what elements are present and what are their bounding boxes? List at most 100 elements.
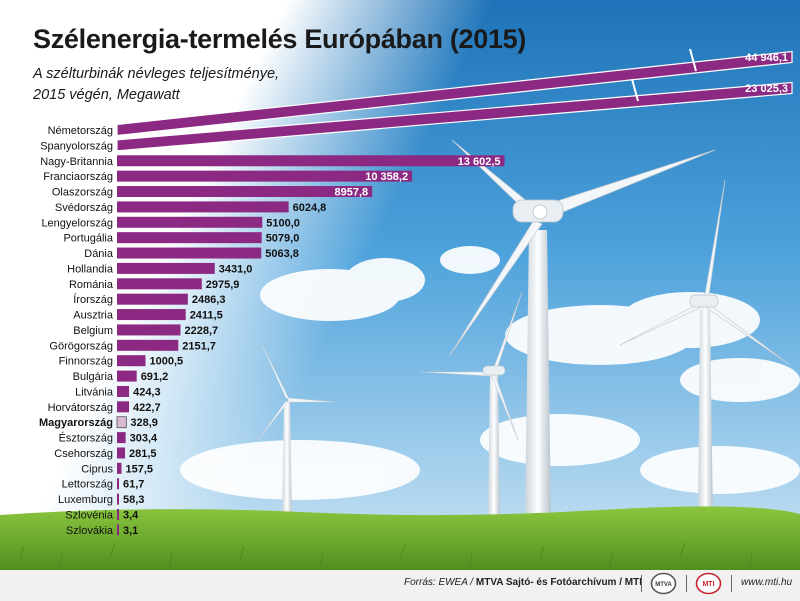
bar (117, 447, 126, 459)
category-label: Csehország (54, 448, 113, 460)
value-label: 2151,7 (182, 340, 216, 352)
chart-subtitle: A szélturbinák névleges teljesítménye, 2… (33, 64, 279, 106)
bar (117, 385, 130, 397)
category-label: Ausztria (73, 310, 114, 322)
bar (117, 478, 119, 490)
value-label: 23 025,3 (745, 83, 788, 95)
category-label: Nagy-Britannia (40, 156, 114, 168)
category-label: Hollandia (67, 263, 114, 275)
value-label: 13 602,5 (458, 156, 501, 168)
footer-bar (0, 570, 800, 601)
grass-field (0, 506, 800, 570)
divider (731, 575, 732, 592)
category-label: Bulgária (73, 371, 114, 383)
bar-break-marker (689, 48, 697, 72)
bar (116, 50, 793, 137)
mti-logo-text: MTI (702, 581, 714, 588)
value-label: 2228,7 (184, 325, 218, 337)
category-label: Dánia (84, 248, 114, 260)
bar (117, 493, 119, 505)
bar (117, 278, 202, 290)
category-label: Belgium (73, 325, 113, 337)
value-label: 5100,0 (266, 217, 300, 229)
value-label: 303,4 (130, 433, 158, 445)
value-label: 3,4 (123, 510, 139, 522)
bar (117, 370, 137, 382)
subtitle-line-1: A szélturbinák névleges teljesítménye, (33, 66, 280, 82)
category-label: Szlovénia (65, 510, 114, 522)
bar (117, 186, 373, 198)
source-label: Forrás: EWEA / (404, 577, 476, 588)
bar (117, 509, 119, 520)
category-label: Olaszország (52, 187, 113, 199)
bar (117, 155, 505, 167)
subtitle-line-2: 2015 végén, Megawatt (33, 87, 180, 103)
value-label: 281,5 (129, 448, 157, 460)
mtva-logo-text: MTVA (655, 582, 672, 588)
value-label: 8957,8 (335, 187, 369, 199)
value-label: 422,7 (133, 402, 161, 414)
divider (686, 575, 687, 592)
category-label: Luxemburg (58, 494, 113, 506)
bar (117, 262, 215, 274)
value-label: 424,3 (133, 386, 161, 398)
category-label: Ciprus (81, 463, 113, 475)
category-label: Magyarország (39, 417, 113, 429)
category-label: Portugália (63, 233, 113, 245)
value-label: 157,5 (125, 463, 153, 475)
page-title: Szélenergia-termelés Európában (2015) (33, 24, 527, 54)
bar (117, 247, 262, 259)
divider (641, 575, 642, 592)
bar (117, 324, 181, 336)
category-label: Lengyelország (41, 217, 113, 229)
value-label: 58,3 (123, 494, 144, 506)
value-label: 2486,3 (192, 294, 226, 306)
website-link[interactable]: www.mti.hu (741, 577, 793, 588)
value-label: 5063,8 (265, 248, 299, 260)
category-label: Franciaország (43, 171, 113, 183)
source-agency: MTVA Sajtó- és Fotóarchívum / MTI (475, 577, 642, 588)
value-label: 61,7 (123, 479, 144, 491)
category-label: Lettország (62, 479, 113, 491)
bar (117, 432, 126, 444)
value-label: 6024,8 (293, 202, 327, 214)
mti-logo: MTI (695, 572, 722, 595)
bar-break-marker (631, 78, 639, 102)
category-label: Románia (69, 279, 114, 291)
bar (117, 216, 263, 228)
category-label: Litvánia (75, 386, 114, 398)
value-label: 3431,0 (219, 263, 253, 275)
category-label: Spanyolország (40, 140, 113, 152)
bar (117, 293, 188, 305)
bar (117, 524, 119, 536)
bar (117, 309, 186, 321)
category-label: Horvátország (48, 402, 113, 414)
bar (116, 81, 793, 152)
category-label: Görögország (49, 340, 113, 352)
category-label: Írország (73, 293, 113, 306)
value-label: 691,2 (141, 371, 169, 383)
category-label: Észtország (59, 432, 113, 445)
bar (117, 401, 130, 413)
bar (117, 232, 262, 244)
bar (117, 201, 289, 213)
category-label: Svédország (55, 202, 113, 214)
grass-texture (19, 542, 753, 567)
value-label: 5079,0 (266, 233, 300, 245)
value-label: 44 946,1 (745, 52, 788, 64)
bar (117, 355, 146, 367)
value-label: 1000,5 (150, 356, 184, 368)
source-credit: Forrás: EWEA / MTVA Sajtó- és Fotóarchív… (404, 577, 642, 588)
value-label: 3,1 (123, 525, 138, 537)
bar (117, 170, 413, 182)
category-label: Németország (48, 125, 113, 137)
bar (116, 416, 127, 429)
value-label: 10 358,2 (365, 171, 408, 183)
mtva-logo: MTVA (650, 572, 677, 595)
value-label: 2411,5 (190, 310, 223, 322)
category-label: Finnország (59, 356, 113, 368)
value-label: 328,9 (130, 417, 158, 429)
bar (117, 339, 179, 351)
